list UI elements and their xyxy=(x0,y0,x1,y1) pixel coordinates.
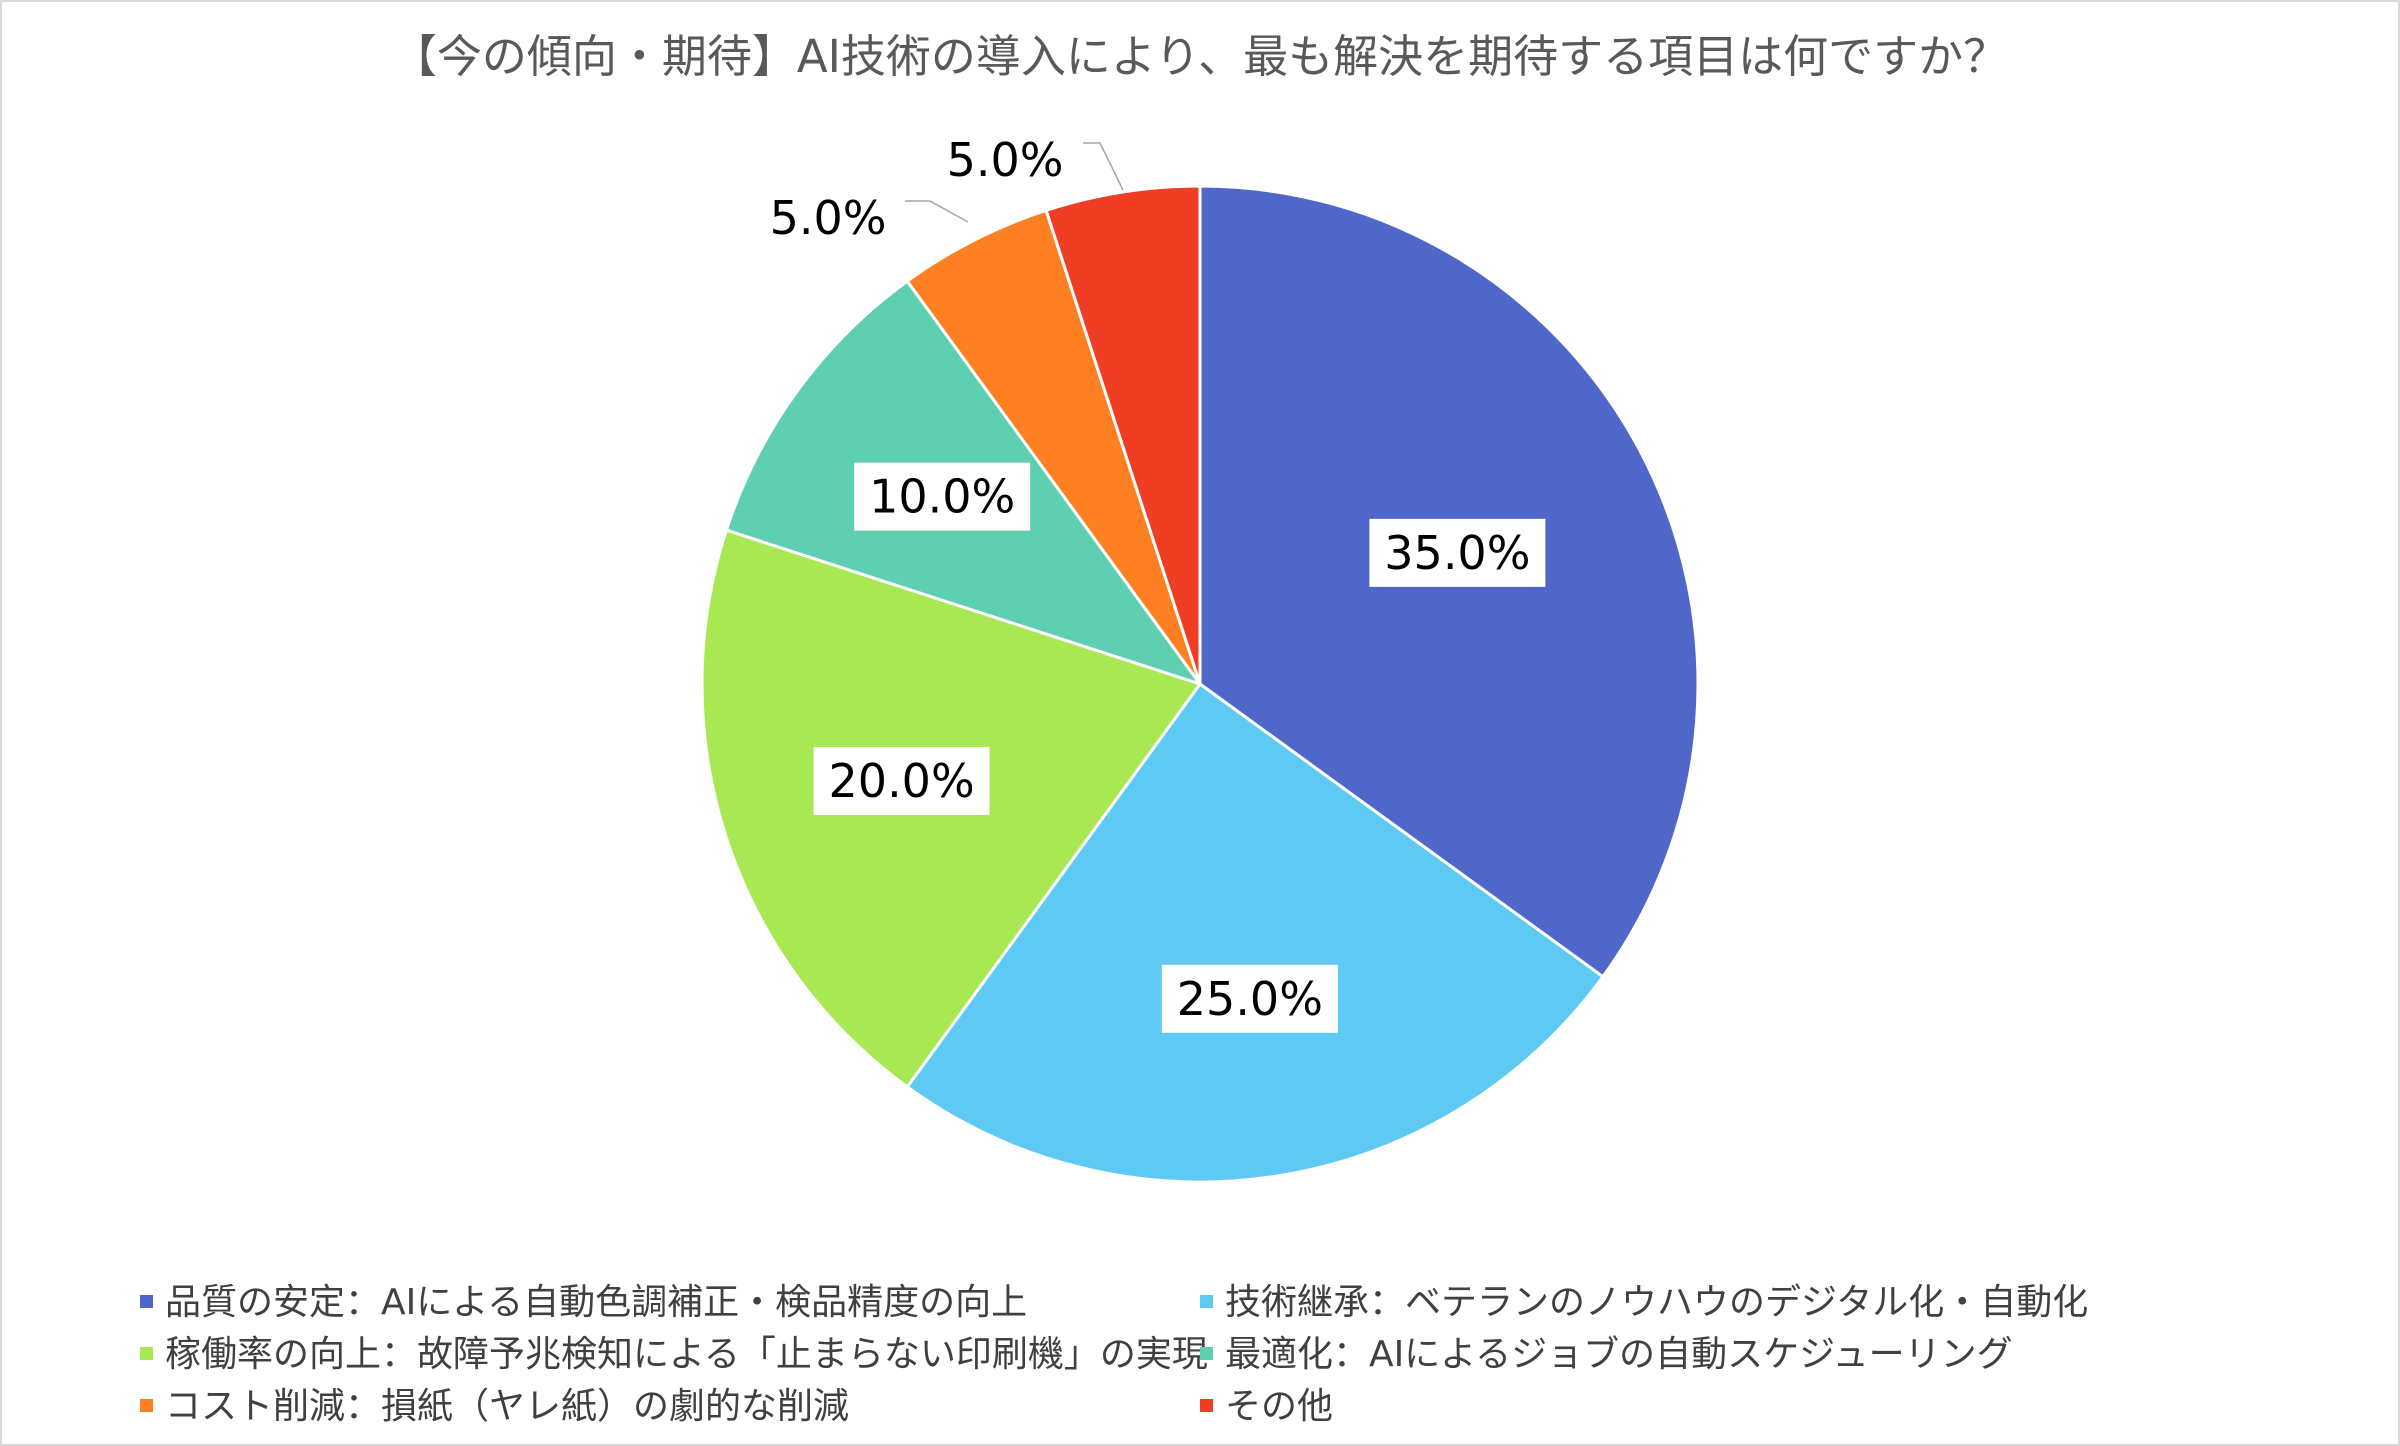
legend-label-4: 最適化：AIによるジョブの自動スケジューリング xyxy=(1225,1334,2013,1375)
data-label-box-1 xyxy=(1369,518,1546,587)
legend-label-1: 品質の安定：AIによる自動色調補正・検品精度の向上 xyxy=(165,1282,1028,1323)
legend-swatch-2 xyxy=(1200,1294,1213,1308)
legend-item-4: 最適化：AIによるジョブの自動スケジューリング xyxy=(1200,1330,2013,1380)
legend-label-3: 稼働率の向上：故障予兆検知による「止まらない印刷機」の実現 xyxy=(165,1334,1208,1375)
data-label-1: 35.0% xyxy=(1384,526,1530,580)
legend-swatch-5 xyxy=(140,1398,153,1412)
data-label-box-4 xyxy=(854,462,1031,531)
legend-swatch-3 xyxy=(140,1346,153,1360)
legend-item-1: 品質の安定：AIによる自動色調補正・検品精度の向上 xyxy=(140,1278,1027,1328)
leader-line-5 xyxy=(905,200,969,223)
legend-swatch-6 xyxy=(1200,1398,1213,1412)
legend-item-6: その他 xyxy=(1200,1382,1333,1432)
data-label-box-2 xyxy=(1161,964,1338,1033)
legend-swatch-1 xyxy=(140,1294,153,1308)
data-label-6: 5.0% xyxy=(947,133,1064,187)
data-label-3: 20.0% xyxy=(829,754,975,808)
legend-item-5: コスト削減：損紙（ヤレ紙）の劇的な削減 xyxy=(140,1382,849,1432)
pie-slice-5 xyxy=(905,208,1202,685)
legend-item-2: 技術継承：ベテランのノウハウのデジタル化・自動化 xyxy=(1200,1278,2088,1328)
pie-slice-2 xyxy=(905,681,1605,1184)
data-label-box-3 xyxy=(813,746,990,815)
data-label-5: 5.0% xyxy=(770,191,887,245)
data-label-2: 25.0% xyxy=(1177,972,1323,1026)
legend-swatch-4 xyxy=(1200,1346,1213,1360)
leader-line-6 xyxy=(1083,142,1124,191)
legend-label-5: コスト削減：損紙（ヤレ紙）の劇的な削減 xyxy=(165,1386,850,1427)
legend-label-6: その他 xyxy=(1225,1386,1334,1427)
data-label-4: 10.0% xyxy=(869,470,1015,524)
chart-title: 【今の傾向・期待】AI技術の導入により、最も解決を期待する項目は何ですか？ xyxy=(391,30,2009,83)
legend-label-2: 技術継承：ベテランのノウハウのデジタル化・自動化 xyxy=(1225,1282,2089,1323)
legend-item-3: 稼働率の向上：故障予兆検知による「止まらない印刷機」の実現 xyxy=(140,1330,1208,1380)
pie-slice-6 xyxy=(1044,184,1202,685)
